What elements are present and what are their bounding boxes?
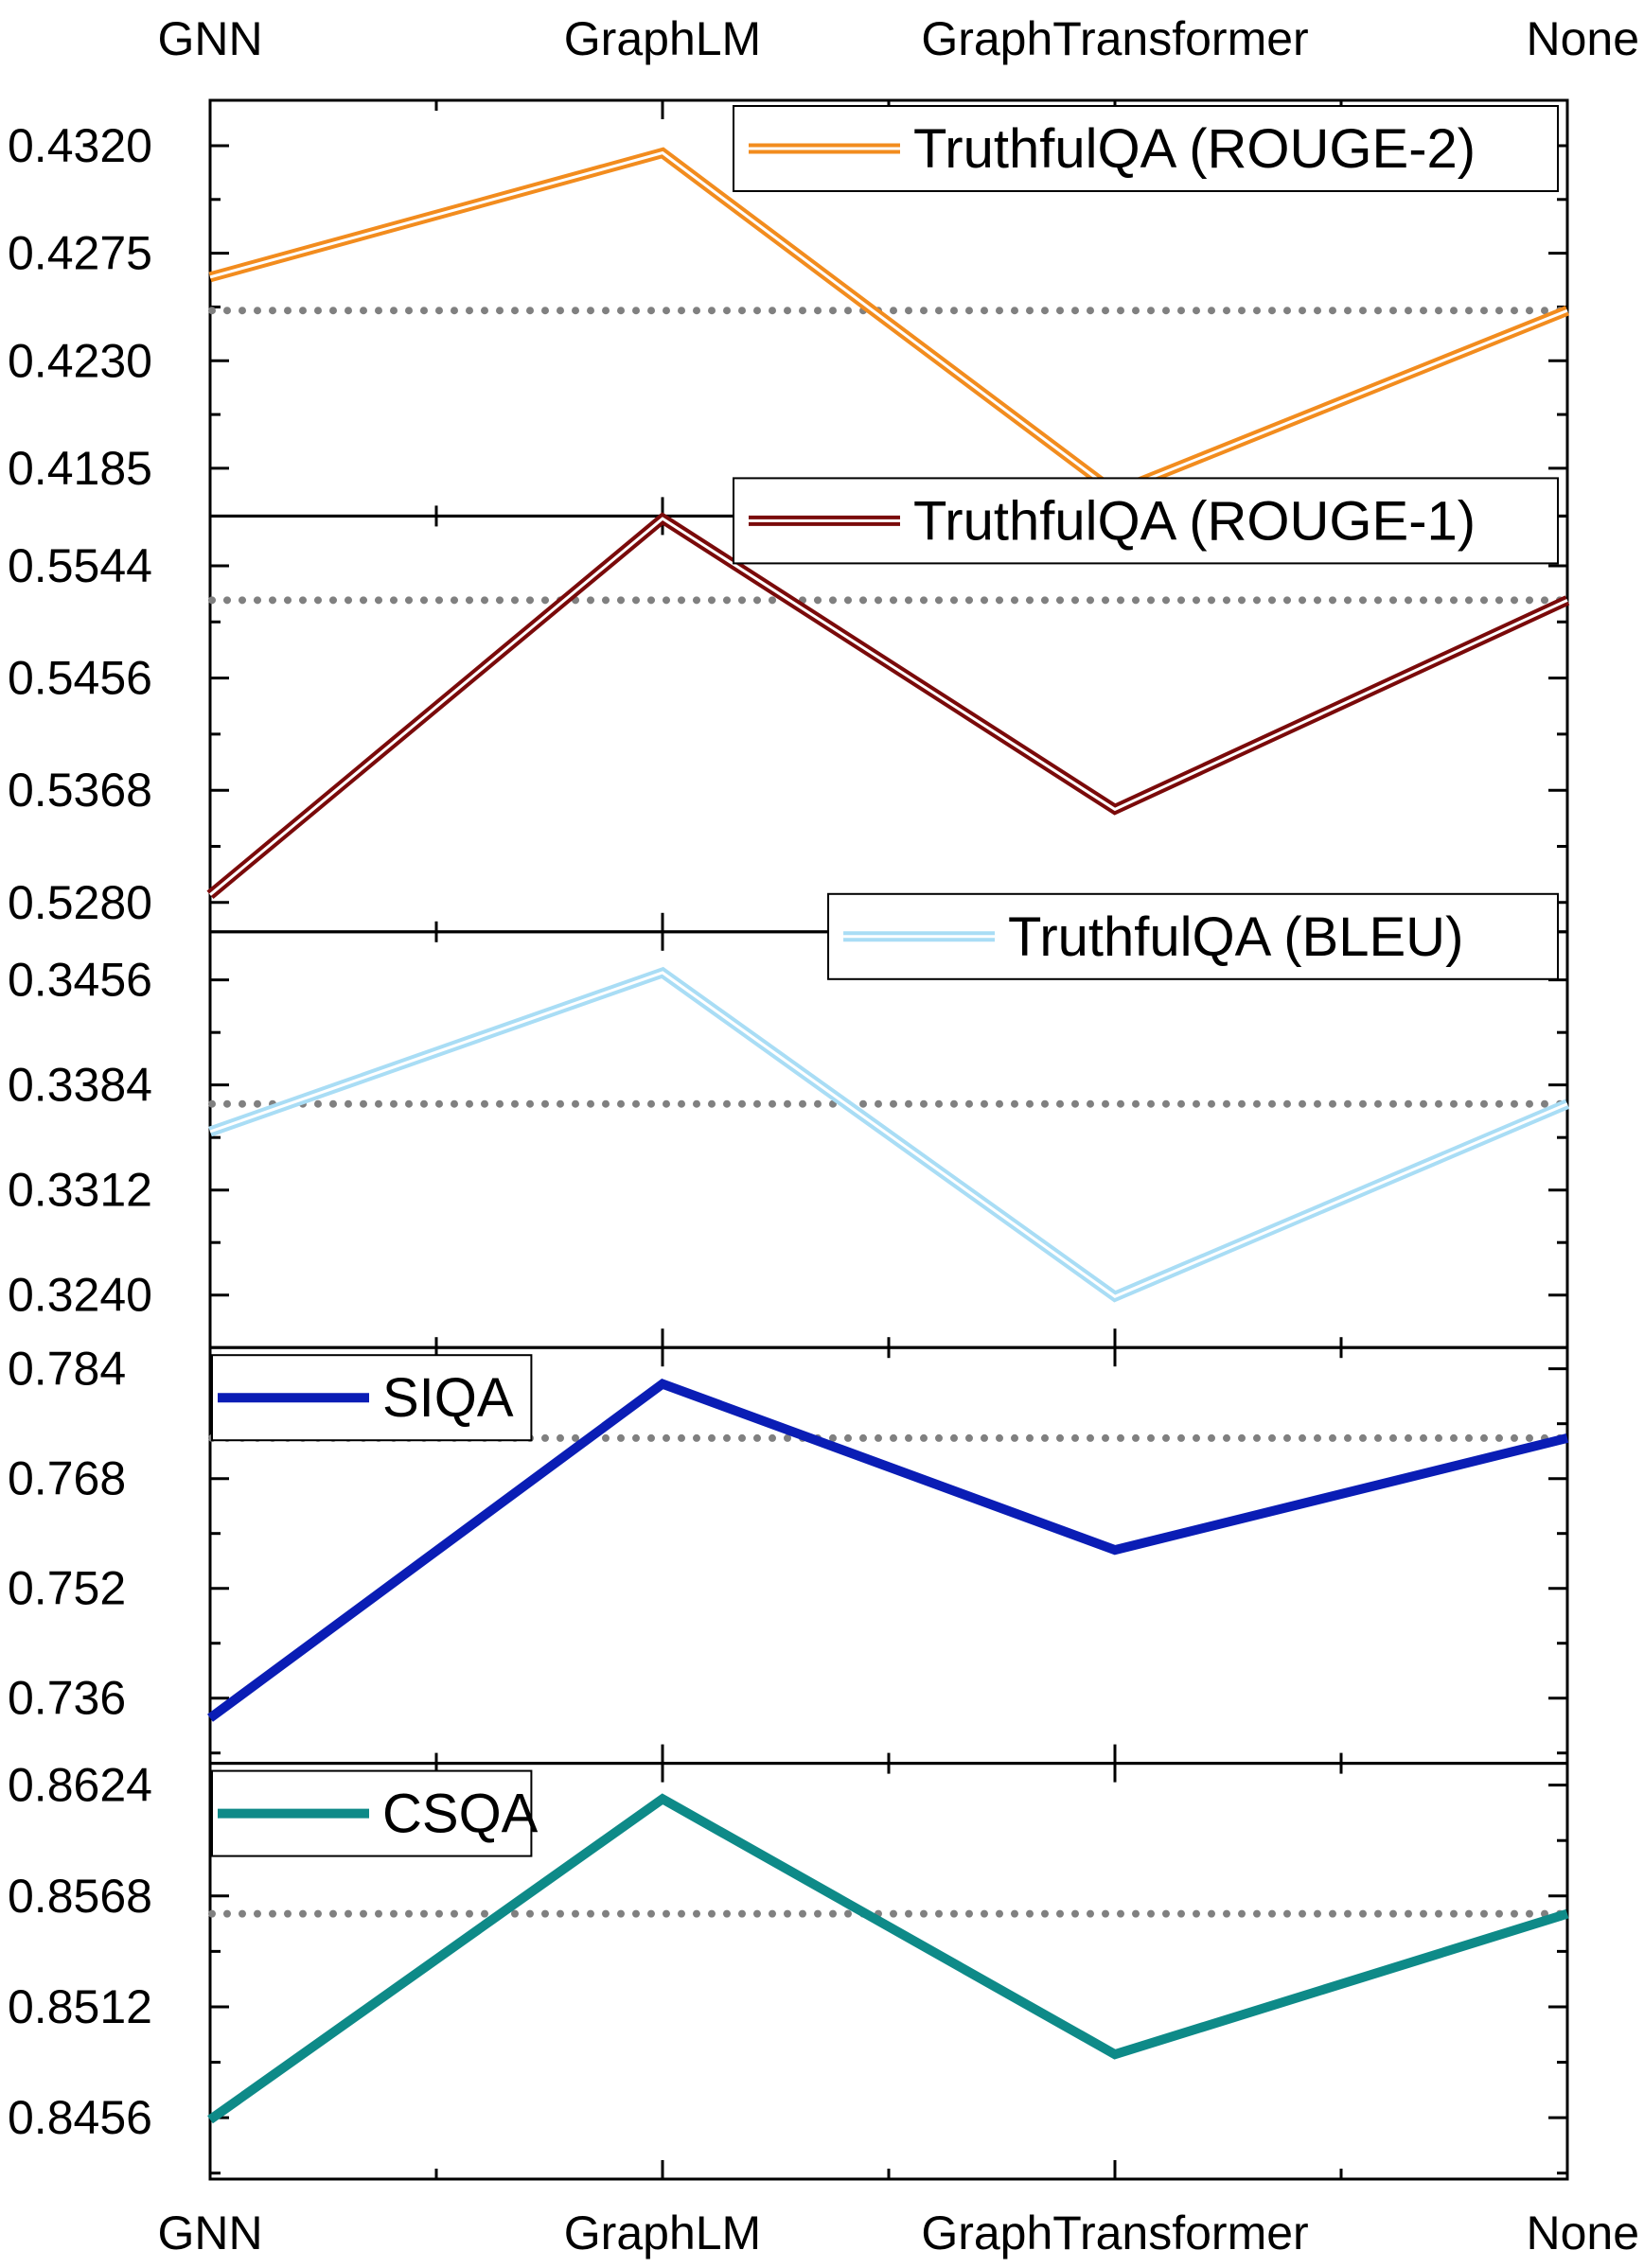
y-tick-label: 0.5544 [8, 539, 152, 592]
y-tick-label: 0.3312 [8, 1164, 152, 1217]
top-category-label: GraphLM [564, 12, 761, 65]
series-line-inner [209, 517, 1568, 896]
y-tick-label: 0.4320 [8, 119, 152, 172]
legend-label: TruthfulQA (ROUGE-2) [913, 118, 1476, 180]
legend-label: SIQA [382, 1367, 514, 1429]
y-tick-label: 0.752 [8, 1562, 126, 1615]
panel-3: 0.3456 0.3384 0.3312 0.3240 TruthfulQA (BLEU… [8, 892, 1570, 1349]
legend-box [211, 1354, 533, 1442]
bottom-category-label: GNN [157, 2206, 262, 2259]
legend-label: CSQA [382, 1784, 539, 1845]
y-tick-label: 0.5280 [8, 876, 152, 929]
legend-label: TruthfulQA (ROUGE-1) [913, 490, 1476, 552]
bottom-category-label: GraphLM [564, 2206, 761, 2259]
y-tick-label: 0.4275 [8, 227, 152, 280]
bottom-category-labels: GNN GraphLM GraphTransformer None [157, 2206, 1639, 2259]
bottom-category-label: GraphTransformer [921, 2206, 1308, 2259]
y-tick-label: 0.8512 [8, 1980, 152, 2033]
y-tick-label: 0.5456 [8, 652, 152, 705]
bottom-category-label: None [1526, 2206, 1639, 2259]
top-category-label: GNN [157, 12, 262, 65]
series-line [207, 1379, 1569, 1722]
top-category-labels: GNN GraphLM GraphTransformer None [157, 12, 1639, 65]
series-line [206, 512, 1570, 899]
chart-panels: 0.4320 0.4275 0.4230 0.4185 TruthfulQA (ROUG… [8, 98, 1570, 2181]
y-tick-label: 0.8624 [8, 1759, 152, 1812]
panel-4: 0.784 0.768 0.752 0.736 SIQA [8, 1343, 1569, 1766]
series-line-inner [209, 150, 1568, 494]
y-tick-label: 0.8568 [8, 1870, 152, 1923]
y-tick-label: 0.4185 [8, 442, 152, 495]
y-tick-label: 0.784 [8, 1343, 126, 1396]
y-tick-label: 0.5368 [8, 764, 152, 817]
y-tick-label: 0.4230 [8, 334, 152, 387]
y-tick-label: 0.736 [8, 1672, 126, 1725]
y-tick-label: 0.8456 [8, 2091, 152, 2144]
panel-1: 0.4320 0.4275 0.4230 0.4185 TruthfulQA (ROUG… [8, 98, 1570, 518]
top-category-label: GraphTransformer [921, 12, 1308, 65]
top-category-label: None [1526, 12, 1639, 65]
legend-label: TruthfulQA (BLEU) [1008, 906, 1463, 968]
y-tick-label: 0.3384 [8, 1059, 152, 1112]
y-tick-label: 0.768 [8, 1452, 126, 1505]
y-tick-label: 0.3240 [8, 1269, 152, 1322]
series-line [207, 1793, 1569, 2124]
panel-2: 0.5544 0.5456 0.5368 0.5280 TruthfulQA (ROUG… [8, 477, 1570, 934]
y-tick-label: 0.3456 [8, 954, 152, 1007]
panel-5: 0.8624 0.8568 0.8512 0.8456 CSQA [8, 1759, 1569, 2181]
series-line-inner [209, 971, 1568, 1298]
